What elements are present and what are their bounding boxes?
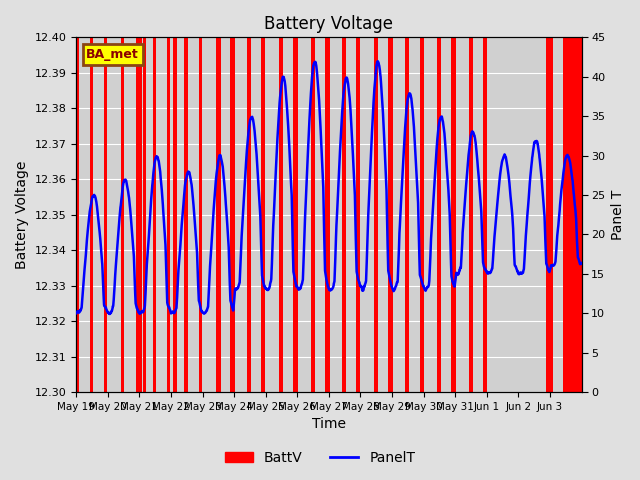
Bar [483, 37, 488, 392]
Bar [356, 37, 360, 392]
Bar [199, 37, 202, 392]
Title: Battery Voltage: Battery Voltage [264, 15, 394, 33]
Bar [388, 37, 393, 392]
Bar [342, 37, 346, 392]
Bar [230, 37, 235, 392]
Bar [374, 37, 378, 392]
Bar [294, 37, 298, 392]
Bar [104, 37, 107, 392]
Bar [563, 37, 582, 392]
Bar [420, 37, 424, 392]
Bar [279, 37, 283, 392]
Bar [437, 37, 441, 392]
Bar [468, 37, 472, 392]
Bar [216, 37, 221, 392]
Bar [173, 37, 177, 392]
Bar [121, 37, 124, 392]
Bar [405, 37, 410, 392]
Bar [451, 37, 456, 392]
Bar [184, 37, 188, 392]
Bar [152, 37, 156, 392]
Y-axis label: Battery Voltage: Battery Voltage [15, 160, 29, 269]
Legend: BattV, PanelT: BattV, PanelT [220, 445, 420, 471]
Text: BA_met: BA_met [86, 48, 139, 61]
Bar [325, 37, 330, 392]
Bar [76, 37, 79, 392]
Bar [546, 37, 552, 392]
Bar [143, 37, 147, 392]
Bar [90, 37, 93, 392]
Bar [167, 37, 170, 392]
Bar [136, 37, 142, 392]
X-axis label: Time: Time [312, 418, 346, 432]
Bar [248, 37, 252, 392]
Bar [261, 37, 265, 392]
Y-axis label: Panel T: Panel T [611, 190, 625, 240]
Bar [310, 37, 315, 392]
